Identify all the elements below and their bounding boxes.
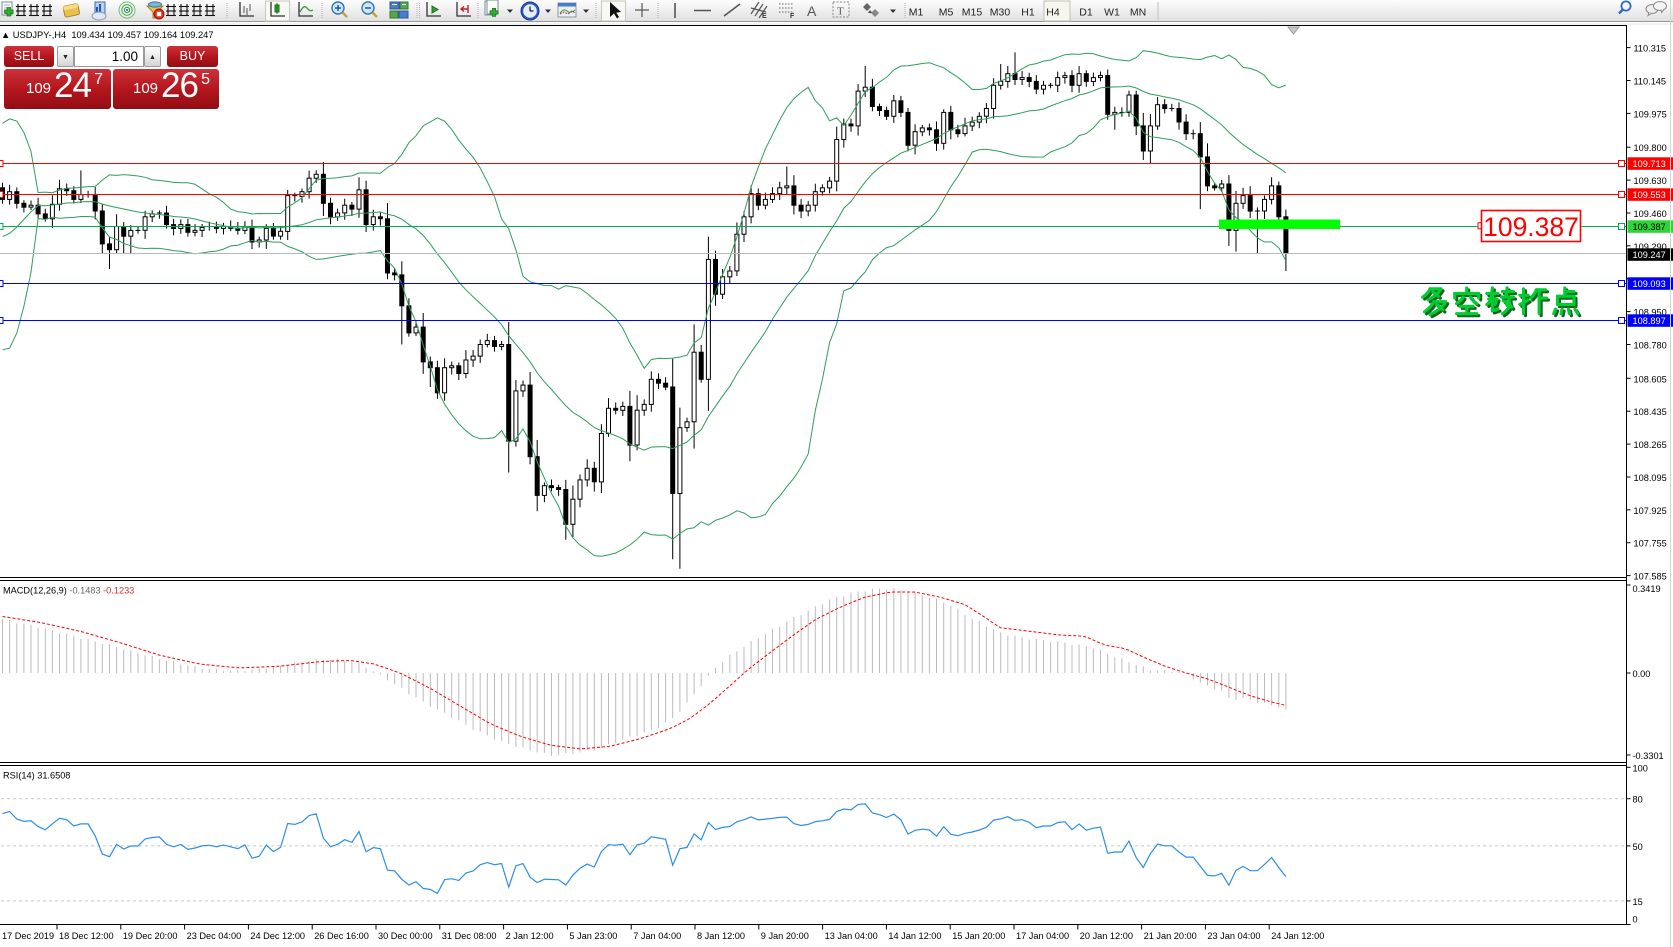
svg-text:109.290: 109.290	[1634, 242, 1667, 252]
svg-text:80: 80	[1633, 795, 1643, 805]
svg-text:15: 15	[1633, 897, 1643, 907]
svg-text:W1: W1	[1104, 7, 1120, 19]
svg-text:100: 100	[1633, 763, 1648, 773]
svg-text:107.755: 107.755	[1634, 539, 1667, 549]
svg-text:8 Jan 12:00: 8 Jan 12:00	[697, 931, 745, 941]
svg-text:M30: M30	[990, 7, 1011, 19]
svg-text:109.247: 109.247	[1633, 250, 1666, 260]
svg-text:13 Jan 04:00: 13 Jan 04:00	[825, 931, 878, 941]
svg-text:108.950: 108.950	[1634, 308, 1667, 318]
svg-text:109.713: 109.713	[1633, 159, 1666, 169]
svg-text:21 Jan 20:00: 21 Jan 20:00	[1144, 931, 1197, 941]
svg-text:-0.3301: -0.3301	[1633, 751, 1664, 761]
svg-text:109.093: 109.093	[1633, 279, 1666, 289]
svg-text:109.460: 109.460	[1634, 209, 1667, 219]
svg-text:50: 50	[1633, 842, 1643, 852]
svg-text:108.780: 108.780	[1634, 341, 1667, 351]
svg-text:H4: H4	[1046, 7, 1060, 19]
svg-text:D1: D1	[1079, 7, 1093, 19]
svg-text:30 Dec 00:00: 30 Dec 00:00	[378, 931, 433, 941]
svg-text:109.630: 109.630	[1634, 176, 1667, 186]
svg-text:107.925: 107.925	[1634, 506, 1667, 516]
svg-text:15 Jan 20:00: 15 Jan 20:00	[952, 931, 1005, 941]
svg-text:F: F	[790, 13, 795, 20]
svg-text:MACD(12,26,9) -0.1483 -0.1233: MACD(12,26,9) -0.1483 -0.1233	[3, 586, 134, 596]
svg-text:108.605: 108.605	[1634, 374, 1667, 384]
svg-text:31 Dec 08:00: 31 Dec 08:00	[442, 931, 497, 941]
svg-text:23 Jan 04:00: 23 Jan 04:00	[1207, 931, 1260, 941]
svg-text:110.145: 110.145	[1634, 77, 1667, 87]
svg-text:0.00: 0.00	[1633, 669, 1651, 679]
svg-text:MN: MN	[1130, 7, 1146, 19]
svg-text:9 Jan 20:00: 9 Jan 20:00	[761, 931, 809, 941]
svg-text:24 Jan 12:00: 24 Jan 12:00	[1271, 931, 1324, 941]
svg-text:26 Dec 16:00: 26 Dec 16:00	[314, 931, 369, 941]
svg-text:A: A	[807, 3, 817, 19]
svg-text:0.3419: 0.3419	[1633, 584, 1661, 594]
svg-text:0: 0	[1633, 915, 1638, 925]
svg-text:7 Jan 04:00: 7 Jan 04:00	[633, 931, 681, 941]
svg-text:107.585: 107.585	[1634, 572, 1667, 582]
svg-text:108.265: 108.265	[1634, 440, 1667, 450]
svg-text:109.387: 109.387	[1633, 222, 1666, 232]
svg-text:24 Dec 12:00: 24 Dec 12:00	[250, 931, 305, 941]
svg-text:H1: H1	[1021, 7, 1035, 19]
svg-text:17 Jan 04:00: 17 Jan 04:00	[1016, 931, 1069, 941]
svg-text:14 Jan 12:00: 14 Jan 12:00	[888, 931, 941, 941]
svg-text:T: T	[837, 6, 844, 18]
svg-text:23 Dec 04:00: 23 Dec 04:00	[187, 931, 242, 941]
svg-text:108.897: 108.897	[1633, 316, 1666, 326]
svg-text:RSI(14) 31.6508: RSI(14) 31.6508	[3, 771, 70, 781]
svg-text:2 Jan 12:00: 2 Jan 12:00	[506, 931, 554, 941]
svg-text:5 Jan 23:00: 5 Jan 23:00	[569, 931, 617, 941]
svg-text:109.800: 109.800	[1634, 143, 1667, 153]
svg-text:109.553: 109.553	[1633, 190, 1666, 200]
svg-text:E: E	[762, 13, 767, 20]
svg-text:M5: M5	[939, 7, 954, 19]
svg-text:108.435: 108.435	[1634, 407, 1667, 417]
svg-text:20 Jan 12:00: 20 Jan 12:00	[1080, 931, 1133, 941]
svg-text:19 Dec 20:00: 19 Dec 20:00	[123, 931, 178, 941]
svg-text:17 Dec 2019: 17 Dec 2019	[2, 931, 54, 941]
svg-text:M1: M1	[909, 7, 924, 19]
svg-text:110.315: 110.315	[1634, 44, 1667, 54]
svg-text:108.095: 108.095	[1634, 473, 1667, 483]
svg-text:M15: M15	[962, 7, 983, 19]
svg-text:18 Dec 12:00: 18 Dec 12:00	[59, 931, 114, 941]
svg-text:109.975: 109.975	[1634, 109, 1667, 119]
svg-text:109.387: 109.387	[1483, 212, 1579, 242]
